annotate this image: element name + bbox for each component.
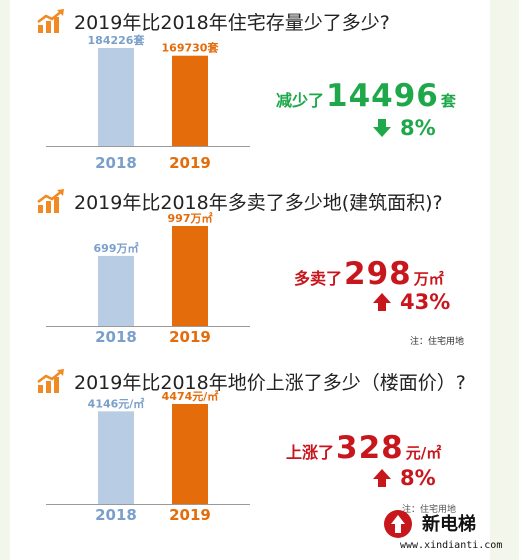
delta-value: 14496 [326, 78, 439, 114]
bar-2019 [172, 226, 208, 326]
data-label-2018: 699万㎡ [94, 241, 139, 255]
section-land-sold: 2019年比2018年多卖了多少地(建筑面积)? 699万㎡ 2018 997万㎡ 2… [10, 180, 490, 360]
bar-2018 [98, 411, 134, 504]
delta-unit: 万㎡ [413, 270, 444, 288]
trend-chart-icon [37, 189, 64, 213]
data-label-2018: 4146元/㎡ [88, 396, 145, 410]
title-row: 2019年比2018年地价上涨了多少（楼面价）? [36, 366, 466, 396]
delta-prefix: 上涨了 [286, 443, 335, 462]
delta-summary: 减少了 14496 套 [276, 78, 456, 114]
category-label-2019: 2019 [169, 154, 211, 172]
watermark: 新电梯 www.xindianti.com [378, 508, 518, 560]
up-arrow-icon [373, 469, 391, 487]
data-label-2019: 169730套 [162, 41, 220, 55]
title-row: 2019年比2018年住宅存量少了多少? [36, 6, 390, 36]
percent-change: 43% [372, 290, 450, 314]
up-arrow-icon [373, 293, 391, 311]
bar-2018 [98, 48, 134, 146]
delta-value: 298 [344, 256, 412, 292]
delta-value: 328 [336, 430, 404, 466]
brand-logo-icon [384, 510, 412, 538]
title-row: 2019年比2018年多卖了多少地(建筑面积)? [36, 186, 443, 216]
category-label-2019: 2019 [169, 506, 211, 524]
brand-url: www.xindianti.com [400, 540, 503, 551]
category-label-2018: 2018 [95, 328, 137, 346]
brand-name: 新电梯 [422, 514, 476, 535]
category-label-2018: 2018 [95, 154, 137, 172]
delta-unit: 元/㎡ [405, 444, 442, 462]
bar-chart: 699万㎡ 2018 997万㎡ 2019 [46, 211, 250, 346]
bar-2019 [172, 404, 208, 504]
delta-prefix: 多卖了 [294, 269, 343, 288]
trend-chart-icon [37, 369, 64, 393]
footnote: 注：住宅用地 [410, 337, 465, 347]
section-land-price: 2019年比2018年地价上涨了多少（楼面价）? 4146元/㎡ 2018 4474… [10, 360, 490, 560]
percent-change: 8% [372, 466, 436, 490]
bar-chart: 184226套 2018 169730套 2019 [46, 33, 250, 172]
percent-value: 8% [400, 116, 436, 140]
chart-title: 2019年比2018年地价上涨了多少（楼面价）? [74, 371, 466, 394]
section-housing-stock: 2019年比2018年住宅存量少了多少? 184226套 2018 169730套 2… [10, 0, 490, 180]
percent-value: 43% [400, 290, 451, 314]
delta-summary: 多卖了 298 万㎡ [294, 256, 444, 292]
category-label-2018: 2018 [95, 506, 137, 524]
infographic-panel [10, 0, 490, 560]
data-label-2019: 4474元/㎡ [162, 389, 219, 403]
footnote: 注：住宅用地 [402, 505, 457, 515]
delta-summary: 上涨了 328 元/㎡ [286, 430, 441, 466]
percent-value: 8% [400, 466, 436, 490]
bar-chart: 4146元/㎡ 2018 4474元/㎡ 2019 [46, 389, 250, 524]
data-label-2019: 997万㎡ [168, 211, 213, 225]
delta-prefix: 减少了 [276, 91, 325, 110]
percent-change: 8% [372, 116, 436, 140]
trend-chart-icon [37, 9, 64, 33]
delta-unit: 套 [440, 92, 456, 110]
chart-title: 2019年比2018年住宅存量少了多少? [74, 11, 390, 34]
down-arrow-icon [373, 119, 391, 137]
data-label-2018: 184226套 [88, 33, 146, 47]
chart-title: 2019年比2018年多卖了多少地(建筑面积)? [74, 191, 443, 214]
bar-2019 [172, 55, 208, 146]
bar-2018 [98, 255, 134, 326]
category-label-2019: 2019 [169, 328, 211, 346]
